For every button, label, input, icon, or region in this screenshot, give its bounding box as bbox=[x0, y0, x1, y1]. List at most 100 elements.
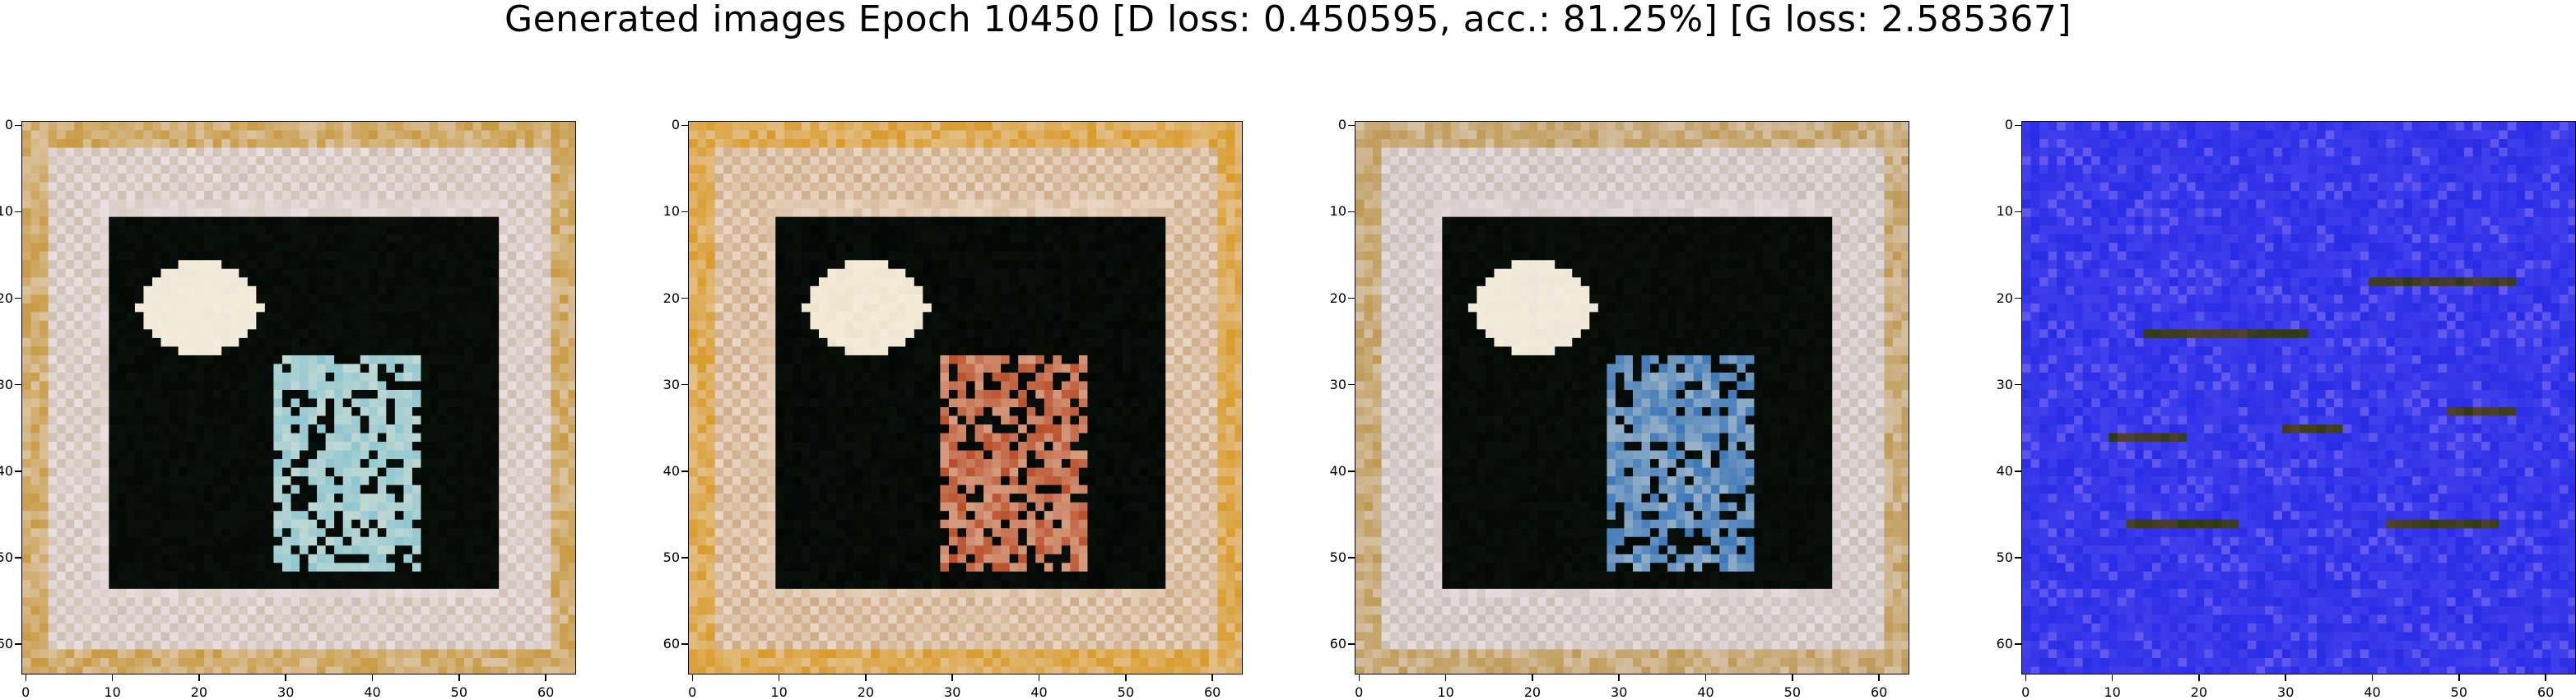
y-tick-label: 20 bbox=[1330, 291, 1346, 306]
x-tick-mark bbox=[1705, 675, 1707, 681]
y-tick-label: 60 bbox=[1997, 637, 2013, 651]
y-tick-label: 30 bbox=[1330, 378, 1346, 392]
y-tick-label: 10 bbox=[0, 204, 13, 219]
y-tick-mark bbox=[15, 298, 21, 299]
x-tick-label: 10 bbox=[770, 685, 787, 700]
generated-image-3 bbox=[1355, 121, 1909, 675]
x-tick-mark bbox=[2198, 675, 2200, 681]
x-tick-mark bbox=[1878, 675, 1880, 681]
x-tick-label: 20 bbox=[2191, 685, 2207, 700]
y-tick-mark bbox=[1348, 471, 1355, 472]
x-tick-label: 60 bbox=[537, 685, 554, 700]
generated-image-2 bbox=[688, 121, 1243, 675]
x-tick-label: 60 bbox=[1871, 685, 1887, 700]
y-tick-label: 40 bbox=[0, 464, 13, 479]
y-tick-mark bbox=[15, 471, 21, 472]
x-tick-mark bbox=[1792, 675, 1793, 681]
x-tick-mark bbox=[2545, 675, 2546, 681]
y-tick-mark bbox=[2015, 643, 2021, 645]
generated-image-1 bbox=[21, 121, 576, 675]
y-tick-mark bbox=[15, 384, 21, 386]
x-tick-label: 20 bbox=[191, 685, 207, 700]
x-tick-label: 0 bbox=[21, 685, 30, 700]
x-tick-label: 20 bbox=[858, 685, 874, 700]
y-tick-mark bbox=[15, 643, 21, 645]
x-tick-label: 50 bbox=[2451, 685, 2467, 700]
y-tick-label: 0 bbox=[1338, 118, 1346, 132]
y-tick-mark bbox=[681, 471, 688, 472]
y-tick-label: 20 bbox=[0, 291, 13, 306]
y-tick-label: 60 bbox=[1330, 637, 1346, 651]
x-tick-label: 50 bbox=[1784, 685, 1801, 700]
x-tick-label: 30 bbox=[944, 685, 960, 700]
x-tick-mark bbox=[2112, 675, 2113, 681]
x-tick-mark bbox=[865, 675, 867, 681]
x-tick-label: 40 bbox=[2364, 685, 2380, 700]
y-tick-mark bbox=[1348, 557, 1355, 559]
y-tick-label: 0 bbox=[2005, 118, 2013, 132]
y-tick-mark bbox=[1348, 643, 1355, 645]
y-tick-label: 50 bbox=[1997, 550, 2013, 565]
x-tick-label: 20 bbox=[1524, 685, 1541, 700]
y-tick-mark bbox=[681, 298, 688, 299]
y-tick-mark bbox=[1348, 125, 1355, 127]
x-tick-label: 60 bbox=[1204, 685, 1221, 700]
x-tick-mark bbox=[1445, 675, 1447, 681]
x-tick-label: 50 bbox=[1118, 685, 1134, 700]
y-tick-mark bbox=[2015, 125, 2021, 127]
y-tick-label: 0 bbox=[5, 118, 13, 132]
x-tick-mark bbox=[458, 675, 460, 681]
y-tick-mark bbox=[2015, 298, 2021, 299]
x-tick-label: 0 bbox=[688, 685, 696, 700]
y-tick-mark bbox=[681, 557, 688, 559]
y-tick-mark bbox=[15, 125, 21, 127]
x-tick-mark bbox=[2372, 675, 2374, 681]
y-tick-mark bbox=[1348, 384, 1355, 386]
y-tick-mark bbox=[15, 211, 21, 213]
x-tick-label: 0 bbox=[2021, 685, 2030, 700]
y-tick-mark bbox=[1348, 211, 1355, 213]
y-tick-mark bbox=[1348, 298, 1355, 299]
y-tick-label: 30 bbox=[0, 378, 13, 392]
x-tick-mark bbox=[2285, 675, 2286, 681]
y-tick-label: 10 bbox=[663, 204, 680, 219]
x-tick-label: 30 bbox=[1611, 685, 1627, 700]
y-tick-mark bbox=[681, 125, 688, 127]
x-tick-mark bbox=[198, 675, 200, 681]
y-tick-mark bbox=[681, 211, 688, 213]
x-tick-mark bbox=[1532, 675, 1533, 681]
x-tick-mark bbox=[1039, 675, 1040, 681]
y-tick-mark bbox=[681, 384, 688, 386]
x-tick-label: 10 bbox=[104, 685, 120, 700]
y-tick-label: 50 bbox=[0, 550, 13, 565]
x-tick-mark bbox=[1211, 675, 1213, 681]
x-tick-label: 40 bbox=[1697, 685, 1713, 700]
y-tick-label: 50 bbox=[663, 550, 680, 565]
y-tick-mark bbox=[2015, 471, 2021, 472]
y-tick-mark bbox=[2015, 384, 2021, 386]
y-tick-label: 20 bbox=[663, 291, 680, 306]
y-tick-mark bbox=[2015, 557, 2021, 559]
x-tick-label: 50 bbox=[451, 685, 467, 700]
x-tick-label: 0 bbox=[1355, 685, 1363, 700]
x-tick-label: 60 bbox=[2537, 685, 2554, 700]
y-tick-label: 0 bbox=[672, 118, 680, 132]
y-tick-label: 20 bbox=[1997, 291, 2013, 306]
y-tick-mark bbox=[681, 643, 688, 645]
x-tick-label: 40 bbox=[1030, 685, 1047, 700]
y-tick-mark bbox=[15, 557, 21, 559]
x-tick-mark bbox=[692, 675, 694, 681]
x-tick-mark bbox=[2025, 675, 2027, 681]
x-tick-mark bbox=[1618, 675, 1620, 681]
x-tick-mark bbox=[545, 675, 546, 681]
y-tick-label: 60 bbox=[0, 637, 13, 651]
y-tick-label: 50 bbox=[1330, 550, 1346, 565]
y-tick-label: 40 bbox=[663, 464, 680, 479]
x-tick-mark bbox=[951, 675, 953, 681]
x-tick-mark bbox=[1125, 675, 1127, 681]
x-tick-label: 10 bbox=[2104, 685, 2120, 700]
x-tick-label: 40 bbox=[364, 685, 380, 700]
